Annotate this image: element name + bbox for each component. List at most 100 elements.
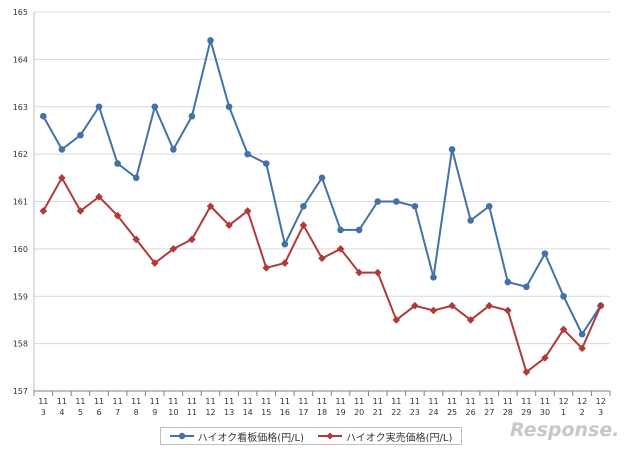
x-tick-label-day: 27 — [484, 408, 494, 417]
data-point — [39, 112, 47, 120]
x-tick-label-month: 11 — [224, 397, 234, 406]
data-point — [132, 174, 140, 182]
x-tick-label-day: 6 — [96, 408, 101, 417]
data-point — [150, 259, 159, 267]
x-tick-label-day: 30 — [540, 408, 550, 417]
data-point — [95, 103, 103, 111]
x-tick-label-day: 11 — [187, 408, 197, 417]
data-point — [411, 202, 419, 210]
x-tick-label-day: 1 — [561, 408, 566, 417]
x-tick-label-month: 11 — [150, 397, 160, 406]
svg-text:Response.: Response. — [510, 419, 619, 441]
data-point — [430, 274, 437, 281]
x-tick-label-month: 11 — [354, 397, 364, 406]
data-point — [485, 301, 494, 310]
x-tick-label-month: 12 — [577, 397, 587, 406]
x-tick-label-day: 4 — [59, 408, 64, 417]
x-tick-label-month: 11 — [38, 397, 48, 406]
data-point — [485, 202, 493, 210]
y-tick-label: 165 — [13, 8, 28, 17]
data-point — [58, 146, 66, 153]
legend-item-actual: ハイオク実売価格(円/L) — [318, 429, 452, 444]
x-tick-label-day: 5 — [78, 408, 83, 417]
x-tick-label-day: 14 — [243, 408, 253, 417]
legend: ハイオク看板価格(円/L) ハイオク実売価格(円/L) — [160, 427, 462, 445]
series-group — [39, 37, 605, 376]
data-point — [541, 354, 549, 362]
x-tick-label-month: 12 — [558, 397, 568, 406]
x-tick-label-month: 11 — [335, 397, 345, 406]
data-point — [373, 268, 382, 277]
data-point — [151, 103, 159, 111]
y-tick-label: 157 — [13, 387, 28, 396]
data-point — [429, 306, 438, 315]
data-point — [578, 344, 586, 353]
data-point — [559, 325, 568, 334]
x-tick-label-day: 10 — [168, 408, 178, 417]
data-point — [132, 235, 140, 244]
series-actual — [39, 174, 605, 376]
series-signboard — [39, 37, 605, 338]
x-tick-label-day: 18 — [317, 408, 327, 417]
data-point — [318, 174, 326, 182]
x-tick-label-month: 11 — [317, 397, 327, 406]
data-point — [523, 283, 530, 291]
x-tick-label-month: 11 — [521, 397, 531, 406]
y-tick-label: 163 — [13, 103, 28, 112]
y-tick-label: 164 — [13, 55, 28, 64]
data-point — [448, 301, 456, 310]
data-point — [188, 235, 196, 244]
x-tick-label-day: 19 — [335, 408, 345, 417]
data-point — [77, 131, 84, 139]
x-tick-label-month: 11 — [280, 397, 290, 406]
data-point — [169, 245, 178, 253]
x-tick-label-month: 11 — [75, 397, 85, 406]
data-point — [113, 211, 122, 220]
x-tick-label-month: 11 — [540, 397, 550, 406]
x-tick-label-month: 11 — [428, 397, 438, 406]
response-logo: Response. — [510, 419, 619, 441]
x-tick-label-month: 11 — [503, 397, 513, 406]
data-point — [58, 174, 66, 182]
data-point — [337, 226, 344, 234]
data-point — [504, 306, 512, 315]
data-point — [299, 221, 308, 229]
data-point — [207, 37, 214, 44]
x-tick-label-day: 23 — [410, 408, 420, 417]
data-point — [39, 207, 48, 215]
x-tick-label-month: 11 — [466, 397, 476, 406]
data-point — [466, 316, 475, 324]
series-line — [42, 39, 602, 336]
data-point — [281, 259, 289, 267]
x-axis: 1131141151161171181191110111111121113111… — [33, 390, 611, 417]
x-tick-label-day: 17 — [298, 408, 308, 417]
legend-swatch-signboard — [169, 432, 194, 440]
data-point — [336, 245, 345, 253]
data-point — [300, 202, 307, 210]
x-tick-label-day: 25 — [447, 408, 457, 417]
data-point — [374, 198, 382, 205]
legend-label-actual: ハイオク実売価格(円/L) — [346, 432, 453, 444]
data-point — [560, 292, 567, 300]
y-tick-label: 158 — [13, 340, 28, 349]
series-line — [42, 176, 602, 374]
x-tick-label-month: 11 — [131, 397, 141, 406]
x-tick-label-month: 11 — [410, 397, 420, 406]
x-tick-label-month: 11 — [243, 397, 253, 406]
data-point — [411, 301, 419, 310]
x-tick-label-day: 22 — [391, 408, 401, 417]
data-point — [262, 160, 270, 167]
data-point — [114, 160, 121, 167]
x-tick-label-month: 11 — [484, 397, 494, 406]
x-tick-label-day: 20 — [354, 408, 364, 417]
legend-label-signboard: ハイオク看板価格(円/L) — [197, 432, 304, 444]
data-point — [225, 103, 233, 111]
x-tick-label-day: 16 — [280, 408, 290, 417]
data-point — [392, 316, 401, 324]
x-tick-label-month: 11 — [205, 397, 215, 406]
data-point — [244, 150, 251, 158]
gridlines — [34, 11, 610, 345]
x-tick-label-month: 11 — [391, 397, 401, 406]
x-tick-label-day: 8 — [134, 408, 139, 417]
x-tick-label-day: 7 — [115, 408, 120, 417]
